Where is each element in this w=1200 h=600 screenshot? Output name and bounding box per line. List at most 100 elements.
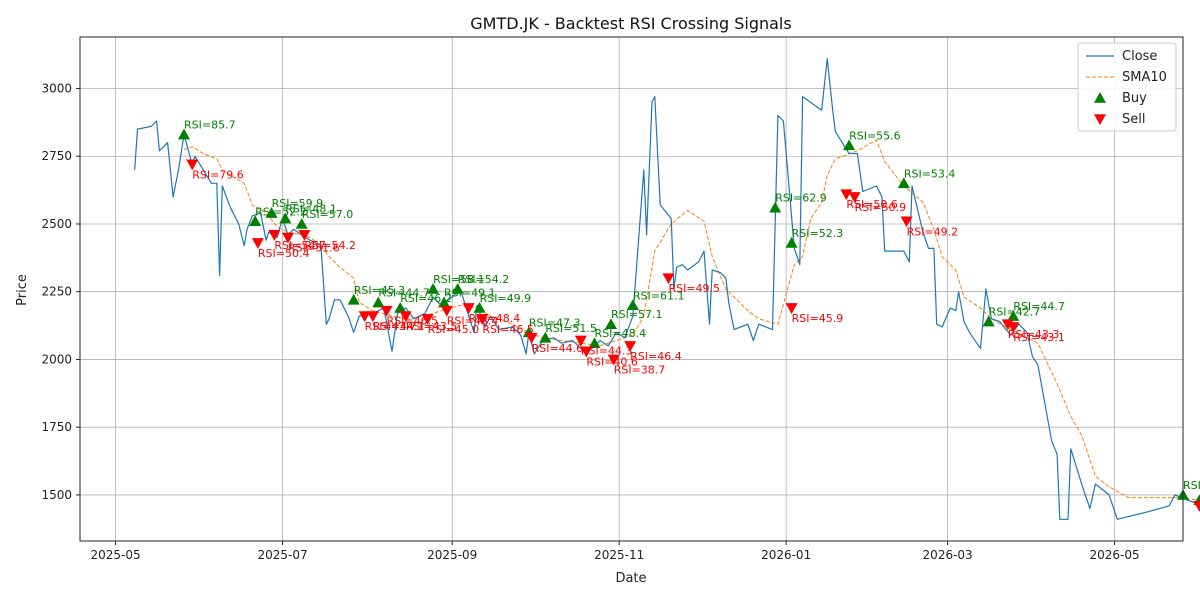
legend-label: Buy (1122, 91, 1147, 106)
sell-rsi-label: RSI=43.1 (1013, 331, 1065, 344)
buy-rsi-label: RSI=55.6 (849, 129, 901, 142)
buy-rsi-label: RSI=52.3 (792, 227, 844, 240)
buy-rsi-label: RSI=49.9 (480, 292, 532, 305)
buy-rsi-label: RSI=48.1 (285, 203, 337, 216)
buy-rsi-label: RSI=61.1 (633, 289, 685, 302)
x-tick-label: 2025-05 (91, 548, 141, 562)
y-tick-label: 1500 (41, 488, 72, 502)
sell-marker (366, 311, 379, 323)
y-tick-label: 3000 (41, 81, 72, 95)
buy-marker (249, 215, 262, 227)
buy-marker (451, 283, 464, 294)
sell-marker (268, 230, 281, 241)
buy-rsi-label: RSI=54.2 (458, 273, 510, 286)
y-axis-ticks: 1500 1750 2000 2250 2500 2750 3000 (41, 81, 80, 502)
buy-marker (427, 283, 440, 294)
buy-marker (265, 207, 278, 218)
sell-marker (358, 311, 371, 323)
buy-marker (982, 315, 995, 327)
sell-rsi-label: RSI=45.0 (428, 323, 480, 336)
signal-markers: RSI=85.7RSI=52.2RSI=59.9RSI=48.1RSI=57.0… (178, 119, 1200, 523)
buy-rsi-label: RSI=46.2 (400, 292, 452, 305)
legend-label: Close (1122, 49, 1157, 64)
sell-rsi-label: RSI=44.3 (581, 344, 633, 357)
buy-rsi-label: RSI=58.1 (433, 273, 485, 286)
sell-marker (282, 232, 295, 244)
sell-marker (607, 354, 620, 366)
x-axis-ticks: 2025-05 2025-07 2025-09 2025-11 2026-01 2026-… (91, 541, 1140, 562)
buy-rsi-label: RSI=59.9 (272, 197, 324, 210)
sell-marker (574, 335, 587, 347)
sell-rsi-label: RSI=50.6 (846, 198, 898, 211)
x-tick-label: 2026-01 (761, 548, 811, 562)
sma10-series (183, 139, 1200, 501)
sell-marker (251, 238, 264, 249)
buy-marker (626, 299, 639, 311)
x-tick-label: 2026-05 (1090, 548, 1140, 562)
legend: Close SMA10 Buy Sell (1077, 42, 1177, 132)
x-axis-label: Date (615, 571, 646, 586)
sell-rsi-label: RSI=38.7 (614, 363, 666, 376)
legend-swatch-buy (1094, 92, 1106, 103)
sell-rsi-label: RSI=51.6 (288, 242, 340, 255)
buy-rsi-label: RSI=48.4 (595, 327, 647, 340)
sell-marker (421, 314, 434, 325)
buy-rsi-label: RSI=62.9 (775, 192, 827, 205)
sell-rsi-label: RSI=46.4 (630, 350, 682, 363)
buy-marker (785, 236, 798, 248)
buy-rsi-label: RSI=51.5 (545, 322, 597, 335)
sell-marker (840, 189, 853, 201)
buy-marker (295, 217, 308, 229)
y-tick-label: 1750 (41, 420, 72, 434)
sell-marker (785, 303, 798, 314)
y-tick-label: 2500 (41, 217, 72, 231)
buy-rsi-label: RSI=42.7 (989, 306, 1041, 319)
sell-marker (1193, 500, 1200, 512)
legend-swatch-sell (1094, 114, 1106, 125)
sell-marker (662, 273, 675, 285)
buy-marker (473, 301, 486, 313)
buy-rsi-label: RSI=47.3 (529, 316, 581, 329)
sell-marker (900, 216, 913, 228)
buy-marker (347, 293, 360, 305)
y-axis-label: Price (15, 274, 30, 306)
sell-marker (1007, 322, 1020, 333)
sell-rsi-label: RSI=43.3 (1008, 328, 1060, 341)
chart-title: GMTD.JK - Backtest RSI Crossing Signals (470, 14, 791, 33)
close-line (134, 58, 1200, 520)
x-tick-label: 2026-03 (923, 548, 973, 562)
sell-marker (1001, 319, 1014, 331)
grid-layer (80, 37, 1183, 541)
buy-rsi-label: RSI=45.3 (354, 284, 406, 297)
sell-rsi-label: RSI=49.5 (668, 282, 720, 295)
sell-marker (580, 346, 593, 358)
x-tick-label: 2025-07 (257, 548, 307, 562)
y-tick-label: 2000 (41, 352, 72, 366)
buy-marker (539, 331, 552, 343)
plot-frame (79, 36, 1184, 542)
close-series (134, 58, 1200, 520)
sell-rsi-label: RSI=79.6 (192, 168, 244, 181)
sell-marker (298, 230, 311, 241)
x-tick-label: 2025-11 (594, 548, 644, 562)
buy-rsi-label: RSI=53.4 (904, 167, 956, 180)
legend-label: SMA10 (1122, 70, 1167, 85)
y-tick-label: 2250 (41, 285, 72, 299)
buy-marker (279, 212, 292, 224)
sell-marker (476, 314, 489, 325)
sell-rsi-label: RSI=43.7 (365, 320, 417, 333)
buy-rsi-label: RSI=57.0 (302, 208, 354, 221)
sell-marker (186, 159, 199, 171)
legend-box (1077, 42, 1177, 132)
buy-rsi-label: RSI=57.1 (611, 308, 663, 321)
buy-rsi-label: RSI=44.7 (1013, 300, 1065, 313)
buy-marker (588, 337, 601, 348)
sell-rsi-label: RSI=43.5 (406, 320, 458, 333)
buy-marker (604, 318, 617, 330)
buy-marker (843, 139, 856, 151)
buy-marker (394, 301, 407, 313)
buy-marker (372, 296, 385, 308)
sell-marker (380, 305, 393, 317)
